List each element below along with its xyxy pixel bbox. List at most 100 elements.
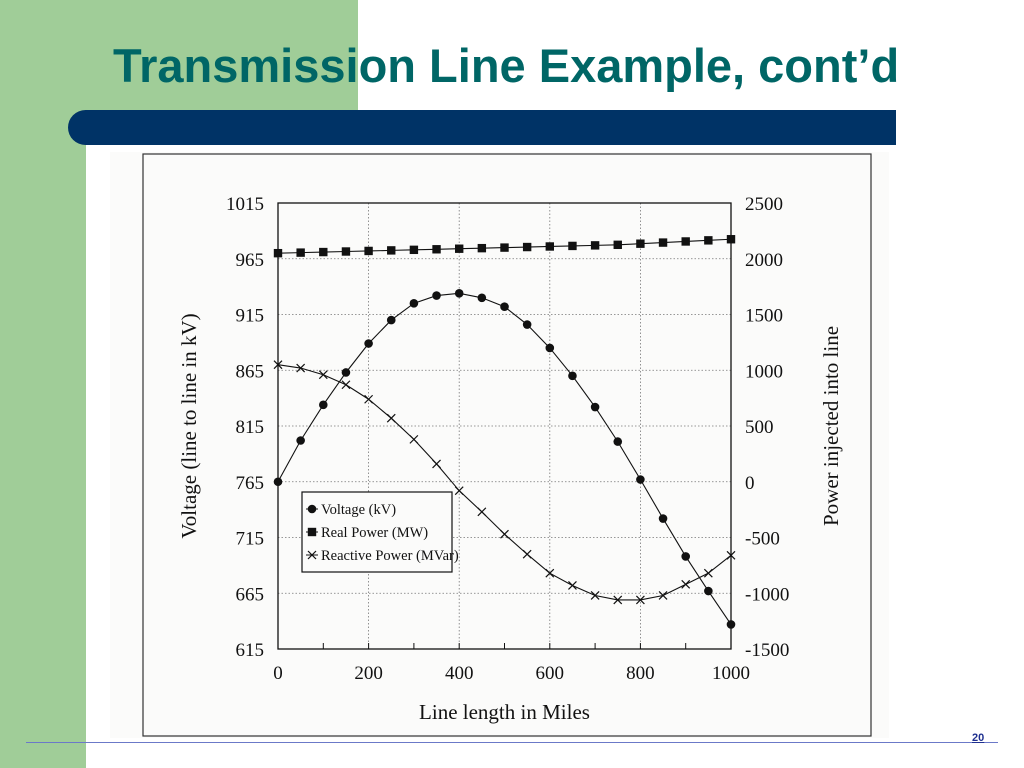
y-right-tick-label: 1500: [745, 306, 783, 327]
chart-figure: 1015 965 915 865 815 765 715 665 615 2500 2000 1500…: [110, 152, 889, 738]
marker-stroke: [432, 459, 441, 469]
series-voltage: [273, 289, 736, 629]
title-green-band: [86, 0, 358, 112]
reactive-power-point: [635, 595, 645, 605]
voltage-point: [432, 291, 441, 300]
x-tick-label: 600: [536, 663, 565, 684]
reactive-power-point: [703, 568, 713, 578]
reactive-power-point: [318, 370, 328, 380]
title-underline-bar: [68, 110, 896, 145]
reactive-power-point: [568, 581, 577, 590]
x-tick-label: 1000: [712, 663, 750, 684]
voltage-point: [296, 436, 305, 445]
marker-stroke: [386, 413, 396, 423]
real-power-point: [545, 242, 554, 251]
y-left-tick-label: 715: [236, 529, 265, 550]
y-left-tick-label: 765: [236, 473, 265, 494]
reactive-power-point: [341, 380, 351, 390]
real-power-point: [296, 248, 305, 257]
legend-marker: [307, 550, 317, 560]
chart-legend: Voltage (kV) Real Power (MW) Reactive Powe…: [301, 491, 459, 573]
marker-stroke: [477, 507, 487, 517]
legend-label: Real Power (MW): [321, 525, 428, 541]
figure-border: [142, 153, 872, 737]
voltage-point: [568, 371, 577, 381]
marker-stroke: [341, 380, 351, 390]
y-left-tick-label: 815: [236, 417, 265, 438]
reactive-power-point: [590, 591, 600, 600]
real-power-point: [681, 237, 690, 246]
real-power-point: [455, 244, 464, 253]
voltage-point: [341, 368, 351, 377]
y-right-tick-label: 2000: [745, 250, 783, 271]
y-left-tick-label: 665: [236, 584, 265, 605]
real-power-point: [477, 243, 487, 253]
reactive-power-point: [613, 595, 623, 605]
real-power-point: [636, 239, 645, 248]
voltage-point: [386, 315, 396, 325]
y-axis-left-label: Voltage (line to line in kV): [177, 313, 201, 538]
voltage-point: [681, 552, 690, 561]
y-right-tick-label: 500: [745, 417, 774, 438]
reactive-power-point: [364, 394, 374, 404]
y-axis-right-label: Power injected into line: [819, 326, 843, 526]
marker-stroke: [681, 579, 691, 589]
y-left-tick-label: 1015: [226, 194, 264, 215]
reactive-power-point: [500, 529, 509, 539]
x-tick-label: 200: [354, 663, 383, 684]
x-tick-label: 800: [626, 663, 655, 684]
real-power-point: [658, 238, 668, 247]
marker-stroke: [635, 595, 645, 605]
reactive-power-point: [273, 360, 283, 370]
y-left-tick-label: 865: [236, 361, 265, 382]
series-real-power: [273, 235, 736, 258]
voltage-point: [454, 289, 464, 298]
reactive-power-point: [522, 549, 532, 559]
voltage-line: [277, 292, 732, 625]
real-power-point: [704, 236, 713, 245]
voltage-point: [613, 437, 623, 446]
legend-item-voltage: Voltage (kV): [306, 502, 396, 518]
y-right-tick-label: 1000: [745, 361, 783, 382]
y-right-tick-label: 0: [745, 473, 755, 494]
marker-stroke: [703, 568, 713, 578]
marker-stroke: [500, 529, 509, 539]
x-tick-label: 400: [445, 663, 474, 684]
marker-stroke: [568, 581, 577, 590]
page-number: 20: [972, 732, 985, 744]
marker-stroke: [726, 550, 736, 560]
plot-area-border: [277, 202, 732, 650]
real-power-point: [726, 235, 736, 244]
voltage-point: [590, 402, 600, 412]
legend-marker: [307, 527, 317, 537]
series-reactive-power: [273, 360, 736, 605]
y-left-tick-label: 915: [236, 306, 265, 327]
legend-label: Voltage (kV): [321, 502, 396, 518]
y-left-tick-label: 615: [236, 640, 265, 661]
voltage-point: [636, 475, 645, 484]
real-power-point: [387, 246, 396, 255]
y-right-tick-label: -500: [745, 529, 780, 550]
marker-stroke: [318, 370, 328, 380]
voltage-point: [273, 477, 283, 487]
reactive-power-point: [545, 568, 555, 578]
real-power-point: [590, 241, 600, 250]
line-chart: 1015965915865815765715665615250020001500…: [142, 153, 872, 737]
reactive-power-point: [296, 363, 306, 373]
y-left-tick-label: 965: [236, 250, 265, 271]
voltage-point: [500, 302, 509, 311]
slide-title: Transmission Line Example, cont’d: [113, 39, 900, 92]
voltage-point: [704, 586, 713, 596]
real-power-point: [364, 246, 373, 256]
marker-stroke: [409, 434, 419, 444]
real-power-point: [273, 248, 283, 258]
marker-stroke: [454, 486, 464, 496]
voltage-point: [477, 293, 487, 303]
x-axis-label: Line length in Miles: [419, 700, 590, 724]
reactive-power-point: [409, 434, 419, 444]
reactive-power-point: [432, 459, 441, 469]
reactive-power-point: [386, 413, 396, 423]
voltage-point: [364, 339, 373, 348]
marker-stroke: [273, 360, 283, 370]
real-power-point: [409, 245, 419, 255]
